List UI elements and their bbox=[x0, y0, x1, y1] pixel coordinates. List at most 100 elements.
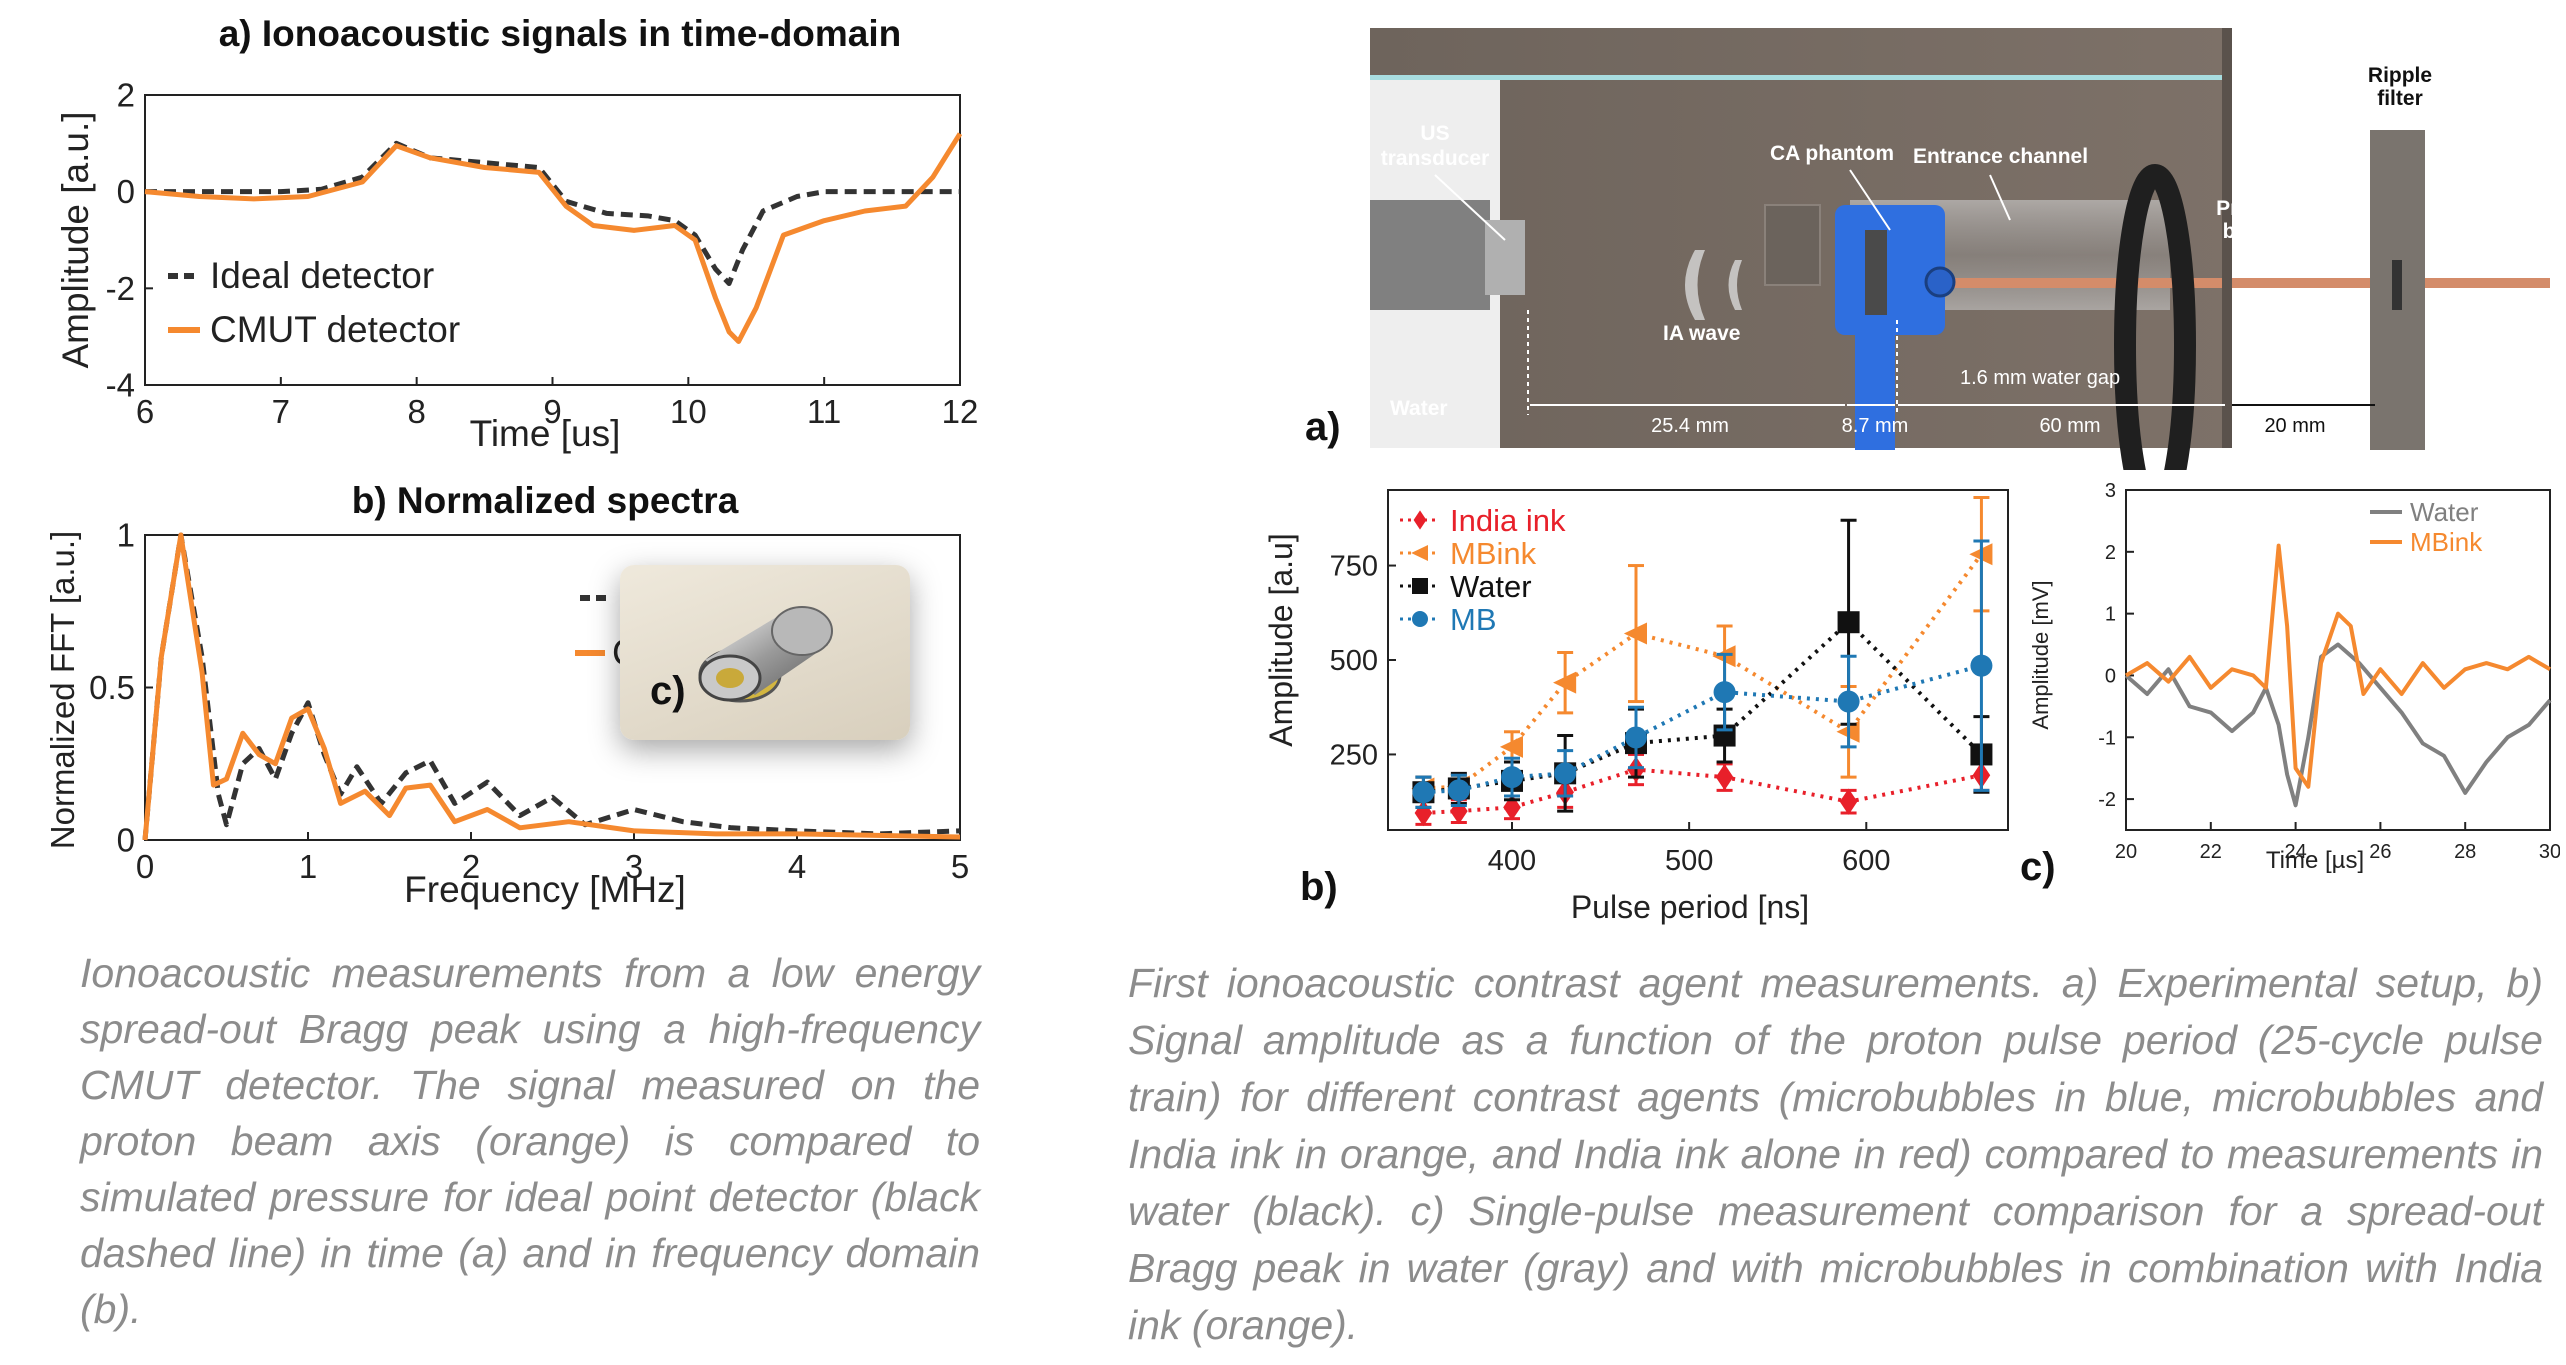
data-point bbox=[1553, 671, 1577, 694]
panel-label: b) bbox=[1300, 865, 1338, 909]
y-tick-label: -4 bbox=[106, 367, 135, 404]
y-tick-label: -1 bbox=[2098, 727, 2116, 749]
x-tick-label: 0 bbox=[136, 848, 154, 885]
y-tick-label: 1 bbox=[117, 517, 135, 554]
chart-title: a) Ionoacoustic signals in time-domain bbox=[219, 13, 902, 54]
x-axis-label: Time [us] bbox=[470, 413, 621, 454]
legend-label: CMUT detector bbox=[210, 309, 460, 350]
data-point bbox=[1412, 611, 1428, 627]
data-point bbox=[1412, 781, 1435, 804]
x-axis-label: Time [µs] bbox=[2266, 847, 2364, 874]
x-tick-label: 2 bbox=[462, 848, 480, 885]
data-point bbox=[1411, 545, 1428, 561]
data-point bbox=[1715, 763, 1734, 791]
x-tick-label: 4 bbox=[788, 848, 806, 885]
data-point bbox=[1447, 779, 1470, 802]
legend-label: India ink bbox=[1450, 503, 1566, 538]
chart-time-domain: a) Ionoacoustic signals in time-domain 6… bbox=[0, 0, 1000, 460]
label-us: US bbox=[1420, 122, 1449, 145]
data-point bbox=[1713, 681, 1736, 704]
x-tick-label: 400 bbox=[1488, 845, 1536, 877]
panel-label: c) bbox=[2020, 845, 2056, 889]
x-tick-label: 600 bbox=[1842, 845, 1890, 877]
inset-label: c) bbox=[650, 669, 686, 713]
label-d1: 25.4 mm bbox=[1651, 415, 1729, 437]
data-point bbox=[1837, 611, 1860, 634]
y-tick-label: 0 bbox=[2105, 665, 2116, 687]
y-tick-label: 1 bbox=[2105, 604, 2116, 626]
y-tick-label: -2 bbox=[106, 270, 135, 307]
series-line bbox=[142, 532, 961, 841]
series-line bbox=[1423, 767, 1982, 815]
y-tick-label: 500 bbox=[1330, 645, 1378, 677]
y-tick-label: 250 bbox=[1330, 740, 1378, 772]
panel-label: a) bbox=[1305, 405, 1341, 449]
plot-frame bbox=[2125, 489, 2551, 831]
series-line bbox=[2124, 642, 2552, 808]
y-tick-label: 2 bbox=[2105, 542, 2116, 564]
y-tick-label: 750 bbox=[1330, 551, 1378, 583]
x-tick-label: 30 bbox=[2539, 841, 2560, 863]
data-point bbox=[1837, 690, 1860, 713]
label-entrance-channel: Entrance channel bbox=[1913, 145, 2088, 168]
x-tick-label: 22 bbox=[2200, 841, 2222, 863]
cmut-photo-inset: c) bbox=[620, 565, 910, 740]
data-point bbox=[1412, 578, 1428, 594]
x-tick-label: 28 bbox=[2454, 841, 2476, 863]
label-proton: Proton bbox=[2216, 197, 2284, 220]
x-tick-label: 24 bbox=[2284, 841, 2306, 863]
data-point bbox=[1839, 788, 1858, 815]
series-line bbox=[145, 140, 960, 286]
data-point bbox=[1413, 510, 1427, 530]
caption-left: Ionoacoustic measurements from a low ene… bbox=[80, 950, 980, 1332]
setup-illustration: US transducer CA phantom Entrance channe… bbox=[1305, 28, 2566, 526]
experimental-setup: US transducer CA phantom Entrance channe… bbox=[1290, 20, 2566, 526]
data-point bbox=[1503, 794, 1521, 821]
y-tick-label: 0 bbox=[117, 173, 135, 210]
legend-label: Water bbox=[2410, 497, 2479, 527]
x-tick-label: 5 bbox=[951, 848, 969, 885]
label-ripple: Ripple bbox=[2368, 64, 2432, 87]
legend-label: MB bbox=[1450, 602, 1497, 637]
chart-time-domain-svg: a) Ionoacoustic signals in time-domain 6… bbox=[55, 13, 978, 454]
chart-single-pulse: 20 22 24 26 28 30 -2 -1 0 1 2 3 Time [µs] Amplitude… bbox=[2020, 470, 2561, 940]
label-beam: beam bbox=[2223, 220, 2278, 243]
chart-pulse-period: 400 500 600 250 500 750 Pulse period [ns] Amp… bbox=[1220, 470, 2020, 940]
label-ca-phantom: CA phantom bbox=[1770, 142, 1894, 165]
chart-pulse-period-svg: 400 500 600 250 500 750 Pulse period [ns] Amp… bbox=[1263, 489, 2009, 925]
label-d2: 8.7 mm bbox=[1842, 415, 1909, 437]
label-transducer: transducer bbox=[1381, 147, 1490, 170]
data-point bbox=[1501, 766, 1523, 789]
x-tick-label: 7 bbox=[272, 393, 290, 430]
x-axis-label: Pulse period [ns] bbox=[1571, 889, 1809, 925]
y-tick-label: 2 bbox=[117, 77, 135, 114]
chart-spectra-svg: b) Normalized spectra 0 1 2 3 4 5 0 0.5 1 Freque… bbox=[44, 480, 969, 910]
y-axis-label: Amplitude [a.u.] bbox=[55, 111, 96, 368]
legend-label: Water bbox=[1450, 569, 1532, 604]
caption-right: First ionoacoustic contrast agent measur… bbox=[1128, 960, 2543, 1348]
x-tick-label: 6 bbox=[136, 393, 154, 430]
x-tick-label: 1 bbox=[299, 848, 317, 885]
series-line bbox=[142, 532, 961, 841]
y-axis-label: Amplitude [a.u] bbox=[1263, 533, 1299, 746]
x-tick-label: 11 bbox=[807, 393, 841, 430]
x-tick-label: 500 bbox=[1665, 845, 1713, 877]
label-gap: 1.6 mm water gap bbox=[1960, 367, 2120, 389]
legend: Ideal detector CMUT detector bbox=[168, 255, 460, 350]
y-tick-label: 0 bbox=[117, 822, 135, 859]
x-tick-label: 8 bbox=[407, 393, 425, 430]
data-point bbox=[1970, 654, 1993, 677]
data-point bbox=[1623, 622, 1647, 645]
data-point bbox=[1625, 726, 1647, 749]
x-tick-label: 20 bbox=[2115, 841, 2137, 863]
series-line bbox=[144, 132, 963, 344]
x-tick-label: 9 bbox=[543, 393, 561, 430]
legend-label: MBink bbox=[1450, 536, 1537, 571]
y-tick-label: 3 bbox=[2105, 480, 2116, 502]
series-line bbox=[1423, 620, 1983, 795]
x-tick-label: 26 bbox=[2369, 841, 2391, 863]
legend-label: Ideal detector bbox=[210, 255, 434, 296]
chart-single-pulse-svg: 20 22 24 26 28 30 -2 -1 0 1 2 3 Time [µs] Amplitude… bbox=[2020, 480, 2561, 889]
